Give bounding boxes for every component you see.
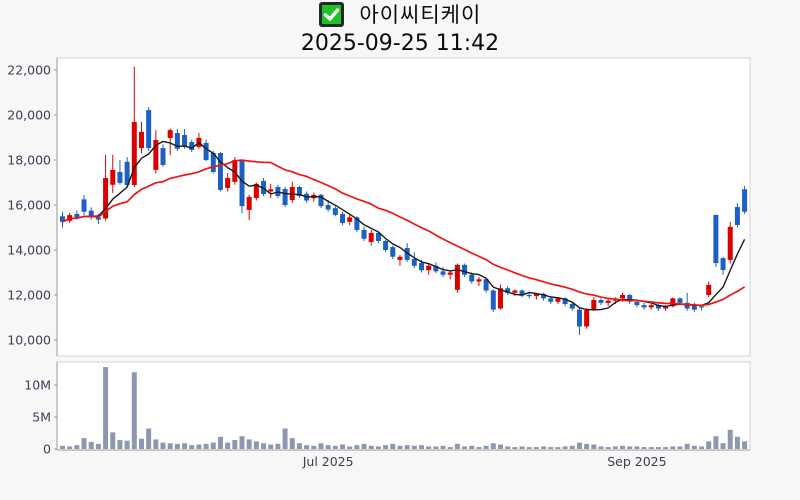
svg-text:Jul 2025: Jul 2025 bbox=[302, 454, 354, 469]
svg-text:22,000: 22,000 bbox=[7, 63, 51, 78]
svg-text:14,000: 14,000 bbox=[7, 243, 51, 258]
svg-text:12,000: 12,000 bbox=[7, 288, 51, 303]
checkbox-icon[interactable] bbox=[318, 2, 344, 27]
svg-text:5M: 5M bbox=[32, 410, 51, 425]
svg-text:0: 0 bbox=[43, 442, 51, 457]
svg-text:Sep 2025: Sep 2025 bbox=[607, 454, 666, 469]
svg-text:10M: 10M bbox=[24, 378, 51, 393]
svg-text:20,000: 20,000 bbox=[7, 108, 51, 123]
svg-text:18,000: 18,000 bbox=[7, 153, 51, 168]
svg-text:16,000: 16,000 bbox=[7, 198, 51, 213]
svg-text:10,000: 10,000 bbox=[7, 333, 51, 348]
